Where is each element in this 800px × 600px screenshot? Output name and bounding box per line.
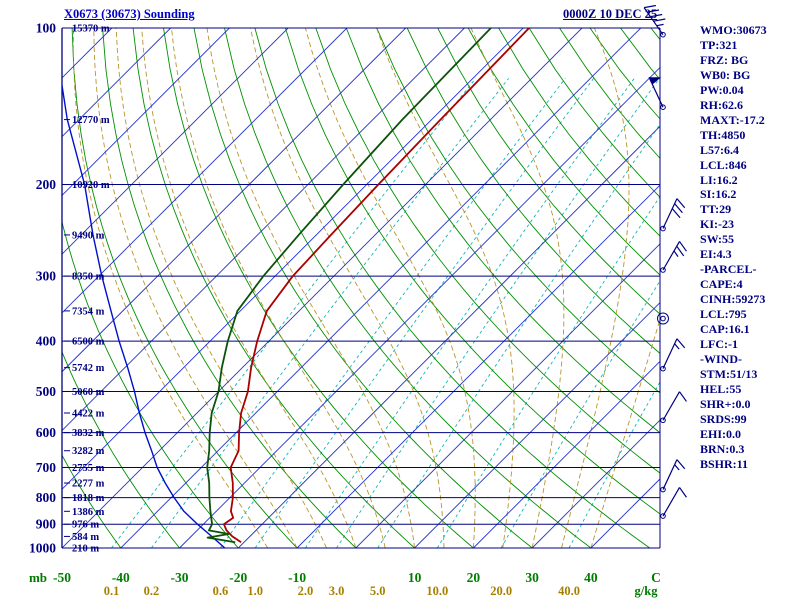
svg-text:900: 900 — [36, 517, 57, 532]
axis-labels: 100 200 300 400 500 600 700 800 900 1000 15370 m 12… — [29, 21, 661, 599]
svg-text:400: 400 — [36, 334, 57, 349]
svg-text:-40: -40 — [112, 570, 130, 585]
stat-line: RH:62.6 — [700, 97, 743, 112]
svg-text:0.2: 0.2 — [144, 584, 160, 598]
stat-line: SRDS:99 — [700, 411, 747, 426]
dry-adiabats — [62, 28, 660, 548]
svg-text:0.1: 0.1 — [104, 584, 120, 598]
chart-datetime: 0000Z 10 DEC 25 — [563, 7, 658, 21]
svg-text:3832 m: 3832 m — [72, 428, 105, 439]
svg-text:8350 m: 8350 m — [72, 272, 105, 283]
stat-line: PW:0.04 — [700, 82, 744, 97]
stats-panel: WMO:30673 TP:321 FRZ: BG WB0: BG PW:0.04 RH:6… — [700, 23, 767, 472]
svg-text:10: 10 — [408, 570, 422, 585]
svg-text:300: 300 — [36, 269, 57, 284]
svg-text:mb: mb — [29, 570, 47, 585]
stat-line: SHR+:0.0 — [700, 396, 751, 411]
svg-text:7354 m: 7354 m — [72, 306, 105, 317]
stat-line: L57:6.4 — [700, 142, 739, 157]
stat-line: WB0: BG — [700, 67, 751, 82]
svg-text:800: 800 — [36, 490, 57, 505]
svg-text:976 m: 976 m — [72, 520, 99, 531]
stat-line: CINH:59273 — [700, 292, 766, 307]
svg-text:600: 600 — [36, 425, 57, 440]
stat-line: EHI:0.0 — [700, 426, 742, 441]
svg-text:-20: -20 — [229, 570, 247, 585]
svg-text:1000: 1000 — [29, 541, 56, 556]
svg-text:1386 m: 1386 m — [72, 507, 105, 518]
stat-line: SI:16.2 — [700, 187, 737, 202]
svg-text:2277 m: 2277 m — [72, 479, 105, 490]
stat-line: TH:4850 — [700, 127, 746, 142]
stat-line: LFC:-1 — [700, 337, 738, 352]
svg-text:1818 m: 1818 m — [72, 493, 105, 504]
svg-text:500: 500 — [36, 384, 57, 399]
pressure-grid — [61, 27, 661, 549]
stat-line: LI:16.2 — [700, 172, 738, 187]
svg-text:3.0: 3.0 — [329, 584, 345, 598]
svg-text:20.0: 20.0 — [490, 584, 512, 598]
moist-adiabats — [72, 28, 660, 548]
mixing-ratio-lines — [111, 78, 660, 548]
svg-text:9490 m: 9490 m — [72, 230, 105, 241]
svg-text:15370 m: 15370 m — [72, 24, 110, 35]
svg-text:40.0: 40.0 — [558, 584, 580, 598]
stat-line: CAPE:4 — [700, 277, 743, 292]
svg-text:4422 m: 4422 m — [72, 408, 105, 419]
svg-text:100: 100 — [36, 21, 57, 36]
stat-line: BSHR:11 — [700, 456, 749, 471]
stat-line: -PARCEL- — [700, 262, 757, 277]
svg-text:-30: -30 — [171, 570, 189, 585]
svg-text:5060 m: 5060 m — [72, 387, 105, 398]
stat-line: LCL:846 — [700, 157, 747, 172]
svg-text:5.0: 5.0 — [370, 584, 386, 598]
svg-text:584 m: 584 m — [72, 532, 99, 543]
svg-text:20: 20 — [467, 570, 481, 585]
svg-text:6500 m: 6500 m — [72, 337, 105, 348]
wind-barbs — [643, 4, 687, 519]
stat-line: -WIND- — [700, 351, 742, 366]
stat-line: FRZ: BG — [700, 52, 749, 67]
sounding-curves — [62, 28, 530, 548]
svg-text:5742 m: 5742 m — [72, 363, 105, 374]
svg-text:10920 m: 10920 m — [72, 180, 110, 191]
chart-title: X0673 (30673) Sounding — [64, 7, 195, 21]
svg-text:12770 m: 12770 m — [72, 115, 110, 126]
svg-text:2.0: 2.0 — [298, 584, 314, 598]
svg-text:C: C — [651, 570, 661, 585]
svg-text:200: 200 — [36, 177, 57, 192]
svg-text:10.0: 10.0 — [426, 584, 448, 598]
svg-text:g/kg: g/kg — [635, 584, 659, 598]
stat-line: TT:29 — [700, 202, 732, 217]
stat-line: EI:4.3 — [700, 247, 732, 262]
stat-line: WMO:30673 — [700, 23, 767, 37]
stat-line: KI:-23 — [700, 217, 734, 232]
svg-text:700: 700 — [36, 460, 57, 475]
stat-line: BRN:0.3 — [700, 441, 745, 456]
stat-line: TP:321 — [700, 37, 738, 52]
svg-text:0.6: 0.6 — [213, 584, 229, 598]
stat-line: HEL:55 — [700, 381, 742, 396]
stat-line: MAXT:-17.2 — [700, 112, 765, 127]
svg-text:-50: -50 — [53, 570, 71, 585]
svg-text:210 m: 210 m — [72, 544, 99, 555]
svg-text:3282 m: 3282 m — [72, 446, 105, 457]
stat-line: CAP:16.1 — [700, 322, 750, 337]
stat-line: SW:55 — [700, 232, 735, 247]
svg-text:1.0: 1.0 — [247, 584, 263, 598]
svg-text:40: 40 — [584, 570, 598, 585]
stat-line: STM:51/13 — [700, 366, 758, 381]
svg-text:2755 m: 2755 m — [72, 463, 105, 474]
svg-text:30: 30 — [525, 570, 539, 585]
stat-line: LCL:795 — [700, 307, 747, 322]
isotherms — [62, 28, 660, 548]
svg-text:-10: -10 — [288, 570, 306, 585]
